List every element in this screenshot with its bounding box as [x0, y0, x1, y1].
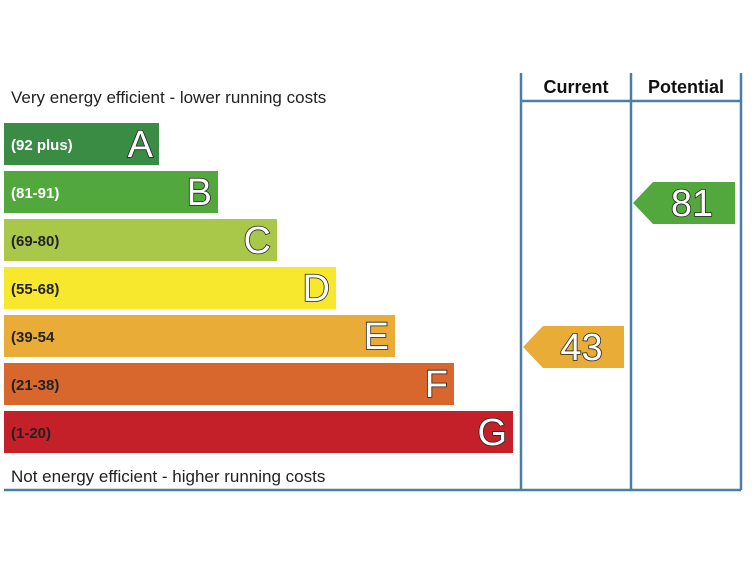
band-letter: F [425, 364, 448, 406]
band-range-label: (69-80) [11, 233, 59, 250]
band-letter: C [244, 220, 271, 262]
marker-value: 43 [560, 327, 602, 369]
bottom-caption: Not energy efficient - higher running co… [11, 467, 326, 486]
band-bar [4, 171, 218, 213]
band-letter: D [303, 268, 330, 310]
marker-value: 81 [671, 183, 713, 225]
rating-markers: 43 81 [523, 182, 735, 370]
band-letter: A [128, 124, 154, 166]
band-bar [4, 411, 513, 453]
band-c: (69-80) C [4, 219, 277, 263]
band-bar [4, 123, 159, 165]
band-range-label: (39-54 [11, 329, 55, 346]
band-letter: E [364, 316, 389, 358]
band-d: (55-68) D [4, 267, 336, 311]
band-bar [4, 315, 395, 357]
band-range-label: (1-20) [11, 425, 51, 442]
current-rating-marker: 43 [523, 326, 624, 370]
potential-column-header: Potential [647, 77, 724, 97]
band-bar [4, 363, 454, 405]
top-caption: Very energy efficient - lower running co… [11, 88, 327, 107]
marker-arrow [633, 182, 735, 224]
band-letter: G [477, 412, 507, 454]
band-range-label: (21-38) [11, 377, 59, 394]
marker-arrow [523, 326, 624, 368]
band-bar [4, 219, 277, 261]
band-range-label: (92 plus) [11, 137, 73, 154]
band-e: (39-54 E [4, 315, 395, 359]
current-column-header: Current [543, 77, 609, 97]
band-range-label: (81-91) [11, 185, 59, 202]
band-bar [4, 267, 336, 309]
band-f: (21-38) F [4, 363, 454, 407]
rating-bands: (92 plus) A (81-91) B (69-80) C (55-68) D (39-54… [4, 123, 513, 455]
chart-frame [4, 73, 743, 492]
band-range-label: (55-68) [11, 281, 59, 298]
band-b: (81-91) B [4, 171, 218, 215]
band-letter: B [187, 172, 212, 214]
band-g: (1-20) G [4, 411, 513, 455]
potential-rating-marker: 81 [633, 182, 735, 226]
band-a: (92 plus) A [4, 123, 159, 167]
